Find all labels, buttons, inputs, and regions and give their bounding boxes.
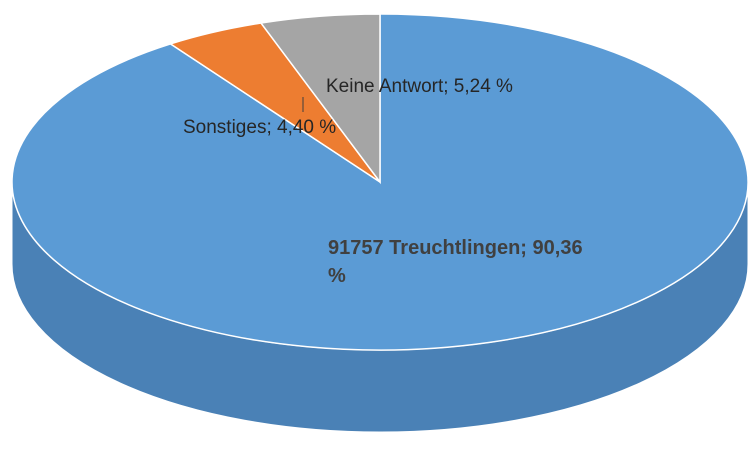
data-label: Sonstiges; 4,40 % — [183, 117, 337, 138]
pie-slice — [259, 13, 381, 185]
data-label: 91757 Treuchtlingen; 90,36 % — [328, 237, 583, 287]
data-label: Keine Antwort; 5,24 % — [326, 76, 513, 97]
